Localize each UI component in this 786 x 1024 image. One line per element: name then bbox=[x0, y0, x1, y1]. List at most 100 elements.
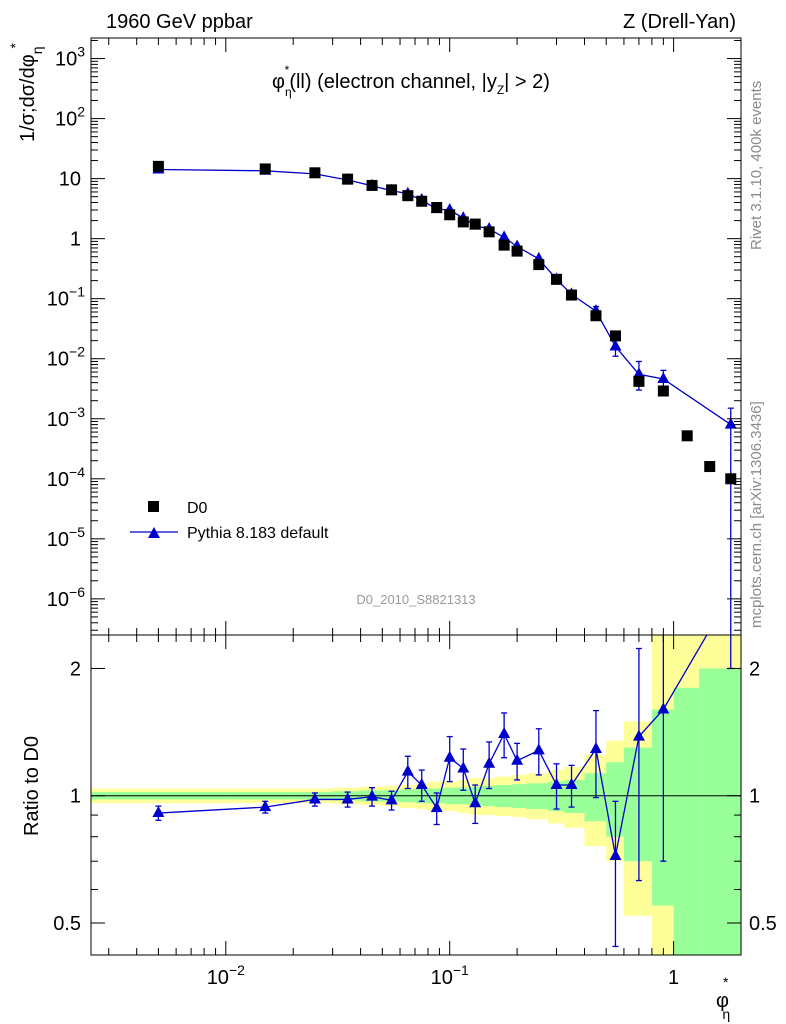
title-ll: (ll) (electron channel, |y bbox=[289, 71, 497, 93]
ratio-band-inner bbox=[673, 687, 700, 955]
legend-d0-label: D0 bbox=[187, 500, 208, 517]
d0-point bbox=[457, 216, 469, 228]
ylabel-eta: η bbox=[29, 47, 45, 55]
main-y-tick-label: 1 bbox=[70, 229, 81, 251]
d0-point bbox=[483, 226, 495, 238]
title-z: Z bbox=[497, 83, 504, 97]
legend-mc-marker bbox=[148, 527, 160, 538]
legend: D0 Pythia 8.183 default bbox=[130, 500, 329, 542]
ratio-point bbox=[457, 761, 470, 773]
main-y-tick-label: 10 bbox=[59, 169, 81, 191]
ratio-point bbox=[550, 778, 563, 790]
d0-point bbox=[309, 167, 321, 179]
d0-point bbox=[342, 173, 354, 185]
main-y-tick-label: 10−3 bbox=[47, 404, 85, 431]
d0-point bbox=[386, 184, 398, 196]
ratio-band-inner bbox=[606, 762, 625, 837]
main-frame bbox=[90, 37, 742, 636]
ratio-point bbox=[657, 702, 670, 714]
ratio-point bbox=[443, 750, 456, 762]
d0-point bbox=[704, 461, 716, 473]
ratio-point bbox=[415, 778, 428, 790]
ratio-bands bbox=[91, 635, 741, 955]
d0-point bbox=[551, 273, 563, 285]
ratio-y-label: Ratio to D0 bbox=[21, 736, 43, 836]
title-phi: φ bbox=[272, 71, 285, 93]
ratio-point bbox=[385, 793, 398, 805]
mcplots-text: mcplots.cern.ch [arXiv:1306.3436] bbox=[748, 401, 765, 628]
ratio-y-tick-label-right: 0.5 bbox=[749, 913, 777, 935]
d0-point bbox=[259, 163, 271, 175]
ratio-y-tick-label-right: 1 bbox=[749, 786, 760, 808]
x-tick-label: 10−1 bbox=[431, 962, 469, 989]
ratio-point bbox=[430, 801, 443, 813]
mc-curve bbox=[158, 168, 732, 426]
main-y-tick-label: 10−5 bbox=[47, 524, 85, 551]
xlabel-main: φ bbox=[716, 990, 729, 1012]
mc-point bbox=[657, 371, 670, 383]
ratio-point bbox=[511, 753, 524, 765]
legend-mc-label: Pythia 8.183 default bbox=[187, 525, 329, 542]
d0-point bbox=[416, 195, 428, 207]
title-tail: | > 2) bbox=[504, 71, 550, 93]
ratio-y-tick-label: 2 bbox=[70, 658, 81, 680]
ratio-point bbox=[532, 743, 545, 755]
ratio-point bbox=[632, 729, 645, 741]
main-y-tick-label: 103 bbox=[55, 44, 85, 71]
xlabel-sub: η bbox=[722, 1006, 730, 1022]
ratio-band-inner bbox=[623, 747, 653, 862]
d0-point bbox=[566, 289, 578, 301]
analysis-watermark: D0_2010_S8821313 bbox=[356, 592, 475, 607]
main-y-tick-label: 10−4 bbox=[47, 464, 85, 491]
ratio-point bbox=[565, 778, 578, 790]
d0-point bbox=[609, 330, 621, 342]
legend-d0-marker bbox=[148, 501, 159, 512]
main-y-label: 1/σ;dσ/dφη * bbox=[7, 43, 45, 143]
header-left-title: 1960 GeV ppbar bbox=[106, 11, 253, 33]
ratio-point bbox=[483, 756, 496, 768]
d0-point bbox=[402, 190, 414, 202]
d0-point bbox=[431, 202, 443, 214]
main-plot-title: φη *(ll) (electron channel, |yZ| > 2) bbox=[272, 63, 550, 99]
d0-point bbox=[366, 179, 378, 191]
d0-point bbox=[633, 375, 645, 387]
x-axis-label: φ* η bbox=[716, 974, 730, 1022]
ratio-point bbox=[589, 741, 602, 753]
ratio-band-inner bbox=[699, 668, 741, 955]
ratio-point bbox=[401, 764, 414, 776]
ratio-point bbox=[308, 792, 321, 804]
ratio-y-tick-label: 1 bbox=[70, 786, 81, 808]
ratio-point bbox=[498, 726, 511, 738]
main-y-tick-label: 102 bbox=[55, 104, 85, 131]
mc-point bbox=[724, 417, 737, 429]
ratio-point bbox=[366, 789, 379, 801]
ratio-frame bbox=[90, 634, 742, 956]
ratio-point bbox=[152, 806, 165, 818]
ylabel-star: * bbox=[7, 43, 23, 49]
main-y-tick-label: 10−2 bbox=[47, 344, 85, 371]
d0-point bbox=[657, 385, 669, 397]
d0-point bbox=[469, 218, 481, 230]
header-right-title: Z (Drell-Yan) bbox=[623, 11, 736, 33]
ratio-point bbox=[609, 849, 622, 861]
main-y-tick-label: 10−1 bbox=[47, 284, 85, 311]
main-y-tick-label: 10−6 bbox=[47, 584, 85, 611]
d0-point bbox=[152, 160, 164, 172]
ratio-point bbox=[259, 800, 272, 812]
ratio-y-tick-label-right: 2 bbox=[749, 658, 760, 680]
mc-point bbox=[609, 339, 622, 351]
ratio-y-tick-label: 0.5 bbox=[53, 913, 81, 935]
d0-point bbox=[533, 259, 545, 271]
ratio-point bbox=[341, 792, 354, 804]
title-star: * bbox=[285, 63, 290, 77]
ratio-point bbox=[469, 796, 482, 808]
xlabel-star: * bbox=[723, 974, 729, 990]
ylabel-main: 1/σ;dσ/dφ bbox=[17, 54, 39, 142]
x-tick-label: 1 bbox=[668, 967, 679, 989]
d0-point bbox=[444, 209, 456, 221]
mc-point bbox=[498, 230, 511, 242]
d0-point bbox=[511, 245, 523, 257]
d0-point bbox=[681, 430, 693, 442]
x-tick-label: 10−2 bbox=[207, 962, 245, 989]
